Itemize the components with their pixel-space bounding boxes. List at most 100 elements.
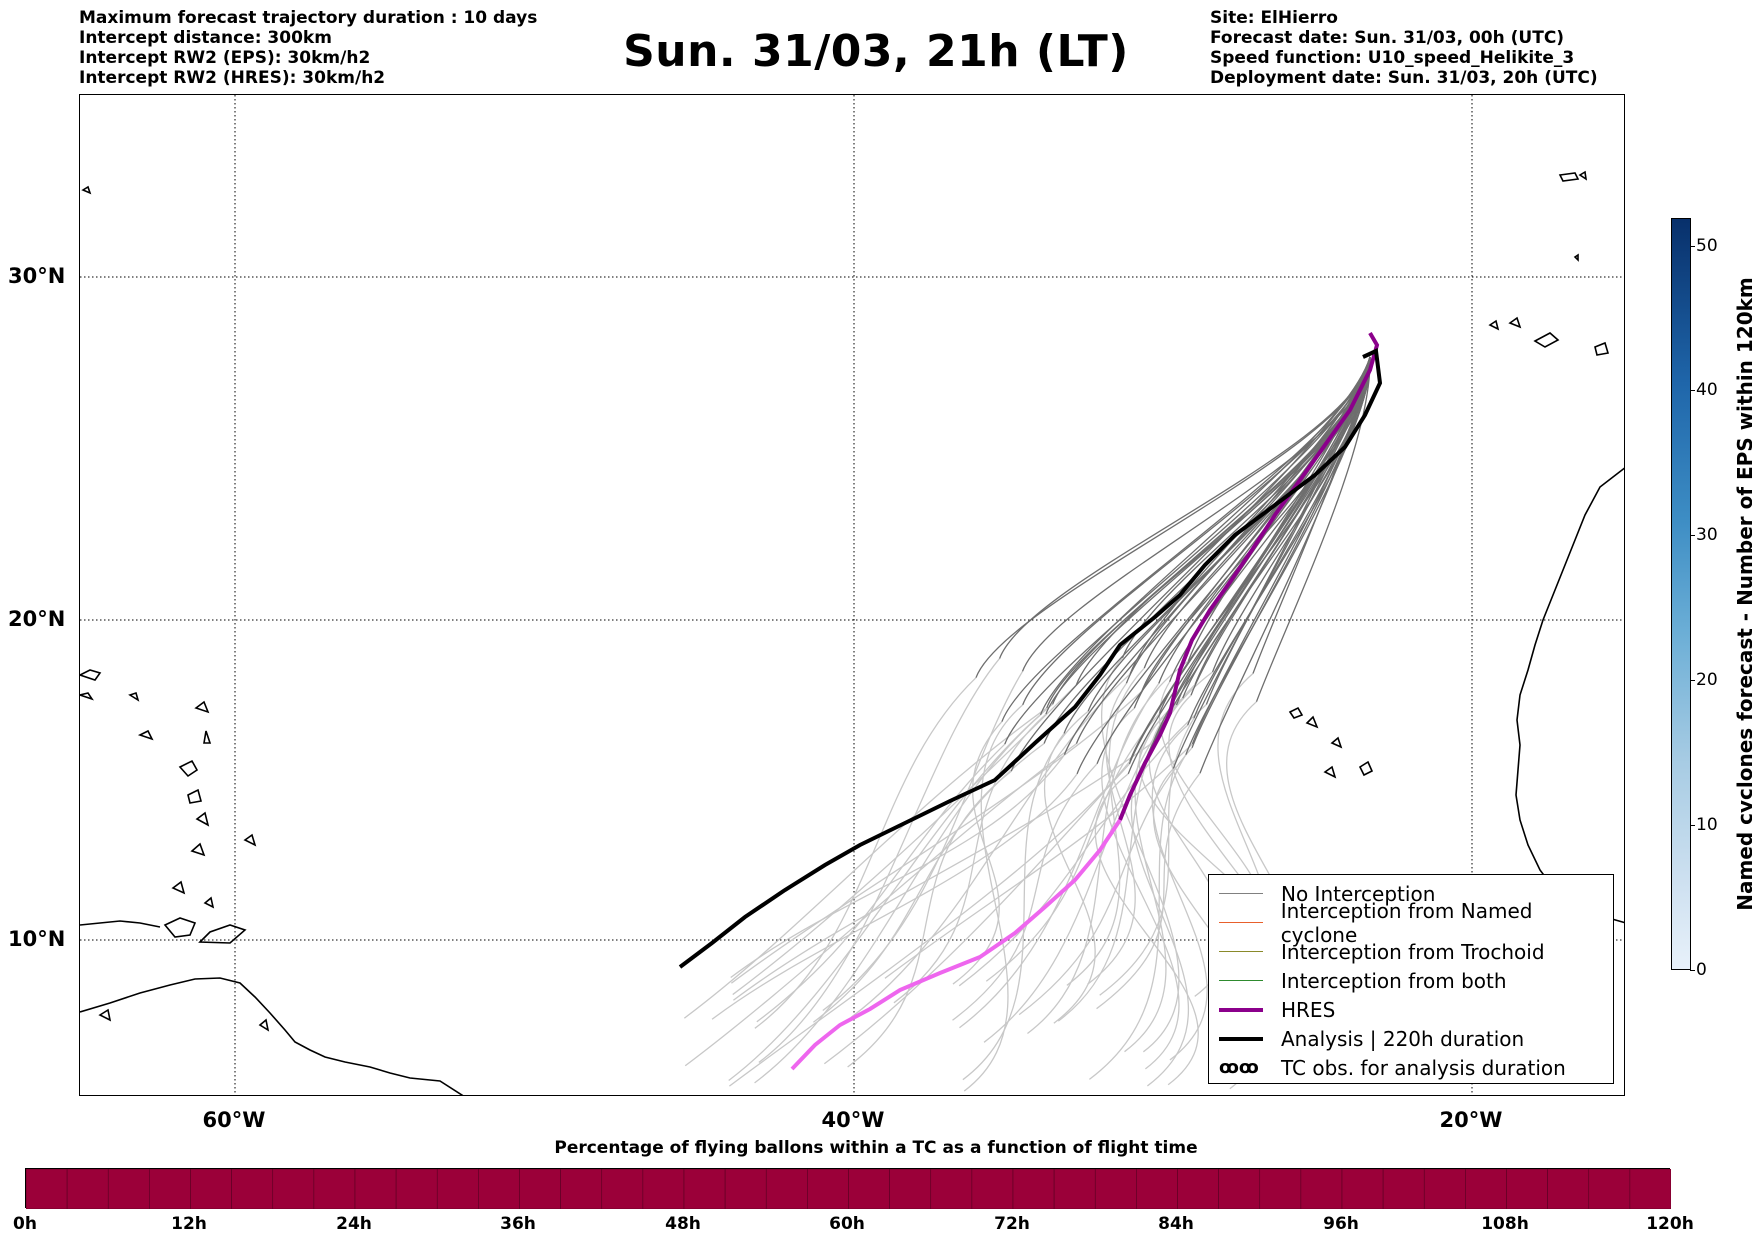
cape-verde-c <box>1358 760 1374 777</box>
time-tick: 108h <box>1481 1214 1529 1234</box>
ensemble-trajectory-far <box>893 713 1047 1004</box>
time-tick: 24h <box>336 1214 372 1234</box>
island-a <box>194 700 210 714</box>
island-b <box>203 730 212 744</box>
time-bin <box>519 1169 561 1209</box>
time-bin <box>149 1169 191 1209</box>
canary-b <box>1594 341 1610 356</box>
time-bin <box>1629 1169 1671 1209</box>
cape-verde-b <box>1330 736 1343 749</box>
island-e <box>195 811 210 827</box>
time-tick: 60h <box>829 1214 865 1234</box>
time-bin <box>1382 1169 1425 1209</box>
info-line: Intercept RW2 (HRES): 30km/h2 <box>79 68 386 88</box>
ensemble-trajectory-far <box>963 704 1024 1092</box>
island-q <box>1578 170 1588 181</box>
time-bin <box>1053 1169 1096 1209</box>
ensemble-trajectory-far <box>758 658 1001 1063</box>
map-legend: No Interception Interception from Named … <box>1208 874 1614 1084</box>
colorbar-tick: 50 <box>1690 236 1718 256</box>
island-f <box>190 842 206 857</box>
time-bin <box>1259 1169 1302 1209</box>
ensemble-trajectory-far <box>732 684 1077 996</box>
ensemble-trajectory-near <box>1187 356 1371 726</box>
time-bar-canvas <box>26 1169 1671 1209</box>
time-bin <box>107 1169 150 1209</box>
time-tick: 72h <box>994 1214 1030 1234</box>
analysis-trajectory <box>678 348 1383 969</box>
time-bin <box>1300 1169 1343 1209</box>
legend-label: Interception from Named cyclone <box>1280 898 1533 947</box>
island-n <box>81 185 92 195</box>
time-bin <box>560 1169 603 1209</box>
colorbar-tick: 20 <box>1690 670 1718 690</box>
time-bin <box>1506 1169 1548 1209</box>
legend-swatch <box>1219 942 1263 962</box>
legend-item-tc-obs: ꝏꝏ TC obs. for analysis duration <box>1219 1053 1566 1082</box>
legend-item-named-cyclone: Interception from Named cyclone <box>1219 899 1613 947</box>
time-bin <box>436 1169 479 1209</box>
time-bin <box>66 1169 109 1209</box>
colorbar-tick: 40 <box>1690 380 1718 400</box>
island-p <box>258 1018 270 1032</box>
island-r <box>1573 253 1579 262</box>
island-d <box>187 788 203 804</box>
ensemble-trajectory-far <box>711 773 1078 1020</box>
ensemble-trajectory-near <box>1191 356 1371 745</box>
lat-label-10n: 10°N <box>8 927 66 951</box>
colorbar-tick: 10 <box>1690 815 1718 835</box>
cape-verde-e <box>1288 706 1304 719</box>
ensemble-trajectory-near <box>1075 356 1371 686</box>
ensemble-trajectory-far <box>985 713 1160 982</box>
colorbar-tick: 30 <box>1690 525 1718 545</box>
island-l <box>137 729 154 741</box>
legend-label: Interception from Trochoid <box>1281 939 1545 964</box>
ensemble-trajectory-far <box>754 714 1041 1084</box>
madeira <box>1558 172 1580 182</box>
time-bin <box>601 1169 644 1209</box>
time-bin <box>889 1169 932 1209</box>
ensemble-trajectory-near <box>1133 356 1371 709</box>
ensemble-trajectory-far <box>952 763 1098 1021</box>
info-line: Site: ElHierro <box>1210 8 1338 28</box>
time-bin <box>930 1169 973 1209</box>
island-o <box>98 1008 112 1022</box>
time-bin <box>26 1169 68 1209</box>
info-line: Intercept distance: 300km <box>79 28 332 48</box>
lon-label-20w: 20°W <box>1439 1108 1503 1132</box>
ensemble-trajectory-far <box>822 671 1024 1012</box>
time-bar <box>25 1168 1671 1209</box>
time-bin <box>313 1169 356 1209</box>
legend-item-hres: HRES <box>1219 995 1335 1024</box>
hres-trajectory <box>790 331 1380 1071</box>
time-bin <box>1136 1169 1178 1209</box>
south-america-coast <box>80 977 464 1095</box>
info-line: Intercept RW2 (EPS): 30km/h2 <box>79 48 371 68</box>
info-line: Speed function: U10_speed_Helikite_3 <box>1210 48 1575 68</box>
far-term-trajectories <box>683 657 1309 1092</box>
ensemble-trajectory-far <box>884 743 1193 979</box>
ensemble-trajectory-far <box>728 760 1131 1087</box>
ensemble-trajectory-near <box>1129 356 1371 675</box>
lon-label-60w: 60°W <box>202 1108 266 1132</box>
lon-label-40w: 40°W <box>821 1108 885 1132</box>
time-tick: 48h <box>665 1214 701 1234</box>
forecast-parameters: Maximum forecast trajectory duration : 1… <box>79 8 537 88</box>
africa-coast <box>1515 467 1624 924</box>
island-c <box>178 759 199 778</box>
legend-label: No Interception <box>1281 881 1436 906</box>
time-bin <box>272 1169 315 1209</box>
hres-path-far <box>790 818 1122 1071</box>
tc-symbol-icon: ꝏꝏ <box>1219 1056 1259 1078</box>
ensemble-trajectory-far <box>1101 707 1180 1070</box>
ensemble-trajectory-far <box>1130 758 1190 1087</box>
cape-verde-d <box>1323 765 1337 779</box>
ensemble-trajectory-far <box>823 763 1130 1065</box>
time-bin <box>765 1169 808 1209</box>
lat-label-30n: 30°N <box>8 264 66 288</box>
trinidad-coast <box>163 917 197 938</box>
island-g <box>171 880 186 895</box>
ensemble-trajectory-far <box>847 770 1012 1068</box>
time-bin <box>1423 1169 1466 1209</box>
legend-swatch <box>1219 884 1263 904</box>
